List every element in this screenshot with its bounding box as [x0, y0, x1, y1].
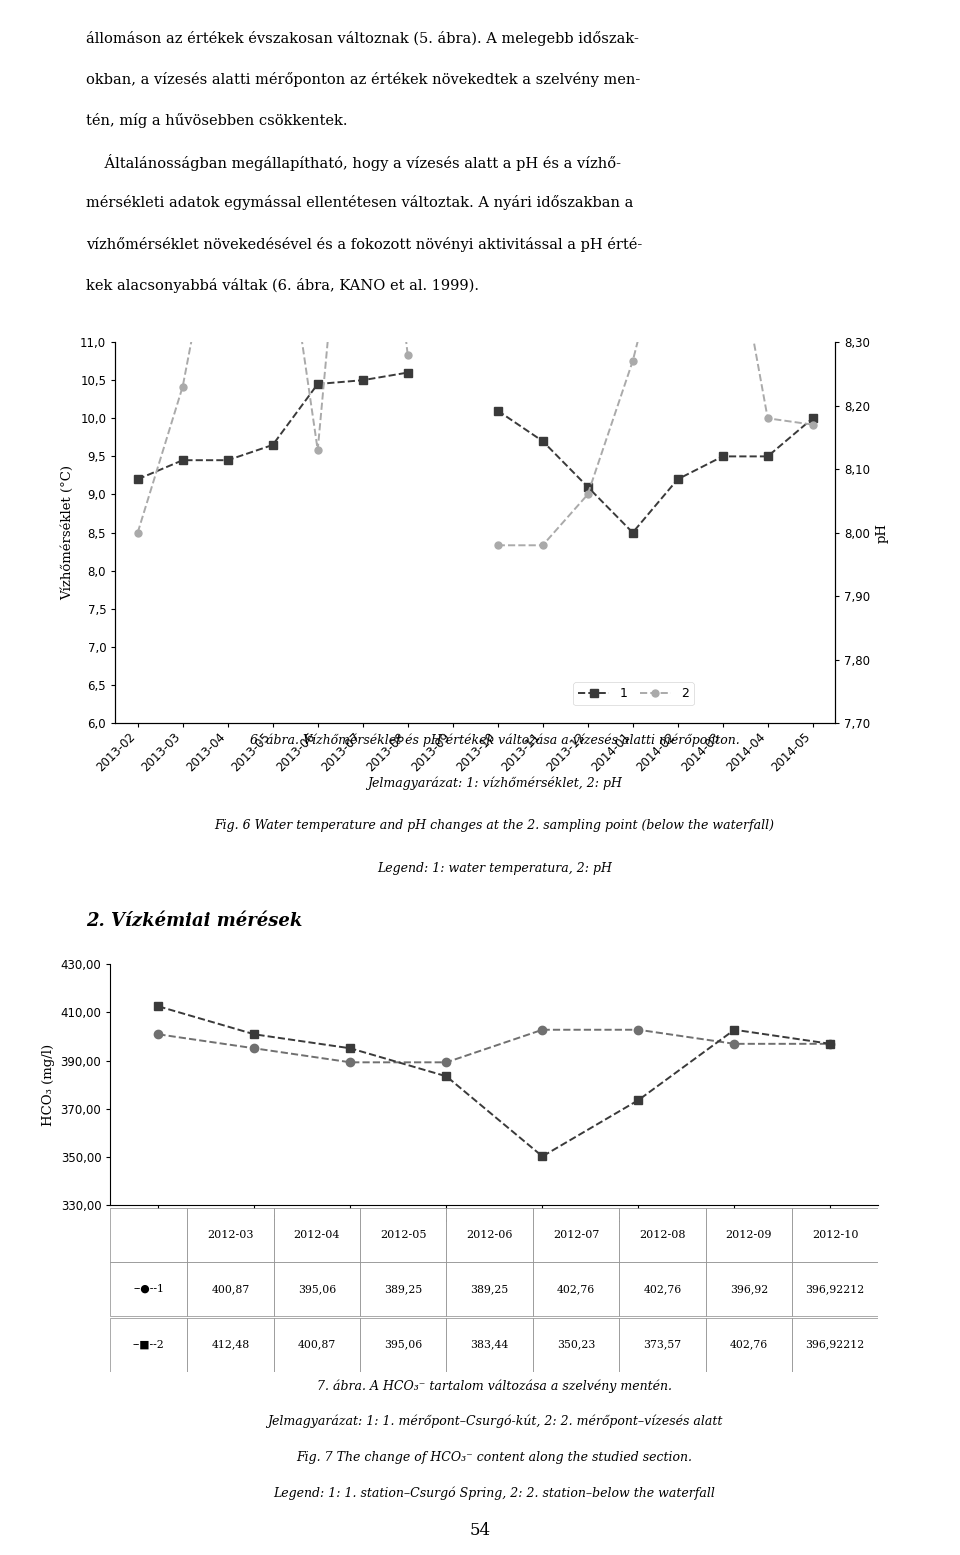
Bar [110, 1208, 187, 1263]
Text: 396,92212: 396,92212 [805, 1339, 865, 1350]
Text: Legend: 1: water temperatura, 2: pH: Legend: 1: water temperatura, 2: pH [377, 861, 612, 875]
Bar [619, 1317, 706, 1372]
Text: 402,76: 402,76 [557, 1284, 595, 1294]
Text: 402,76: 402,76 [730, 1339, 768, 1350]
Text: 2012-07: 2012-07 [553, 1230, 599, 1241]
Legend: 1, 2: 1, 2 [573, 683, 694, 706]
Text: 2012-08: 2012-08 [639, 1230, 685, 1241]
Text: 400,87: 400,87 [211, 1284, 250, 1294]
Text: mérsékleti adatok egymással ellentétesen változtak. A nyári időszakban a: mérsékleti adatok egymással ellentétesen… [86, 196, 634, 210]
Bar [792, 1263, 878, 1316]
Text: 2012-09: 2012-09 [726, 1230, 772, 1241]
Bar [706, 1263, 792, 1316]
Bar [274, 1263, 360, 1316]
Bar [360, 1317, 446, 1372]
Text: Jelmagyarázat: 1: 1. mérőpont–Csurgó-kút, 2: 2. mérőpont–vízesés alatt: Jelmagyarázat: 1: 1. mérőpont–Csurgó-kút… [267, 1415, 722, 1429]
Text: 2012-05: 2012-05 [380, 1230, 426, 1241]
Text: --■--2: --■--2 [132, 1339, 165, 1350]
Bar [706, 1317, 792, 1372]
Bar [360, 1263, 446, 1316]
Text: Általánosságban megállapítható, hogy a vízesés alatt a pH és a vízhő-: Általánosságban megállapítható, hogy a v… [86, 154, 621, 171]
Bar [446, 1208, 533, 1263]
Bar [619, 1208, 706, 1263]
Text: 389,25: 389,25 [384, 1284, 422, 1294]
Text: 395,06: 395,06 [298, 1284, 336, 1294]
Bar [274, 1317, 360, 1372]
Text: Jelmagyarázat: 1: vízhőmérséklet, 2: pH: Jelmagyarázat: 1: vízhőmérséklet, 2: pH [367, 776, 622, 790]
Text: 373,57: 373,57 [643, 1339, 682, 1350]
Bar [533, 1208, 619, 1263]
Bar [533, 1317, 619, 1372]
Text: tén, míg a hűvösebben csökkentek.: tén, míg a hűvösebben csökkentek. [86, 114, 348, 129]
Text: 350,23: 350,23 [557, 1339, 595, 1350]
Text: 2012-04: 2012-04 [294, 1230, 340, 1241]
Text: Legend: 1: 1. station–Csurgó Spring, 2: 2. station–below the waterfall: Legend: 1: 1. station–Csurgó Spring, 2: … [274, 1487, 715, 1501]
Text: 2012-03: 2012-03 [207, 1230, 253, 1241]
Bar [446, 1263, 533, 1316]
Text: 2012-06: 2012-06 [467, 1230, 513, 1241]
Bar [187, 1317, 274, 1372]
Text: 402,76: 402,76 [643, 1284, 682, 1294]
Text: 6. ábra. Vízhőmérséklet és pH értékek változása a vízesés alatti mérőponton.: 6. ábra. Vízhőmérséklet és pH értékek vá… [250, 734, 739, 748]
Text: vízhőmérséklet növekedésével és a fokozott növényi aktivitással a pH érté-: vízhőmérséklet növekedésével és a fokozo… [86, 236, 642, 252]
Text: 2. Vízkémiai mérések: 2. Vízkémiai mérések [86, 913, 302, 930]
Y-axis label: HCO₃ (mg/l): HCO₃ (mg/l) [42, 1043, 55, 1126]
Text: 412,48: 412,48 [211, 1339, 250, 1350]
Text: 389,25: 389,25 [470, 1284, 509, 1294]
Y-axis label: pH: pH [876, 522, 889, 543]
Bar [619, 1263, 706, 1316]
Text: állomáson az értékek évszakosan változnak (5. ábra). A melegebb időszak-: állomáson az értékek évszakosan változna… [86, 31, 639, 47]
Text: 395,06: 395,06 [384, 1339, 422, 1350]
Text: --●--1: --●--1 [133, 1284, 164, 1294]
Text: 396,92: 396,92 [730, 1284, 768, 1294]
Text: okban, a vízesés alatti mérőponton az értékek növekedtek a szelvény men-: okban, a vízesés alatti mérőponton az ér… [86, 72, 640, 87]
Text: 54: 54 [469, 1522, 491, 1538]
Bar [792, 1317, 878, 1372]
Text: kek alacsonyabbá váltak (6. ábra, KANO et al. 1999).: kek alacsonyabbá váltak (6. ábra, KANO e… [86, 278, 479, 292]
Text: 7. ábra. A HCO₃⁻ tartalom változása a szelvény mentén.: 7. ábra. A HCO₃⁻ tartalom változása a sz… [317, 1379, 672, 1393]
Text: 396,92212: 396,92212 [805, 1284, 865, 1294]
Bar [274, 1208, 360, 1263]
Text: 2012-10: 2012-10 [812, 1230, 858, 1241]
Bar [706, 1208, 792, 1263]
Bar [792, 1208, 878, 1263]
Bar [187, 1208, 274, 1263]
Bar [187, 1263, 274, 1316]
Bar [110, 1263, 187, 1316]
Text: Fig. 6 Water temperature and pH changes at the 2. sampling point (below the wate: Fig. 6 Water temperature and pH changes … [214, 819, 775, 832]
Bar [446, 1317, 533, 1372]
Text: 383,44: 383,44 [470, 1339, 509, 1350]
Bar [110, 1317, 187, 1372]
Text: Fig. 7 The change of HCO₃⁻ content along the studied section.: Fig. 7 The change of HCO₃⁻ content along… [297, 1451, 692, 1463]
Bar [360, 1208, 446, 1263]
Bar [533, 1263, 619, 1316]
Text: 400,87: 400,87 [298, 1339, 336, 1350]
Y-axis label: Vízhőmérséklet (°C): Vízhőmérséklet (°C) [61, 465, 75, 600]
